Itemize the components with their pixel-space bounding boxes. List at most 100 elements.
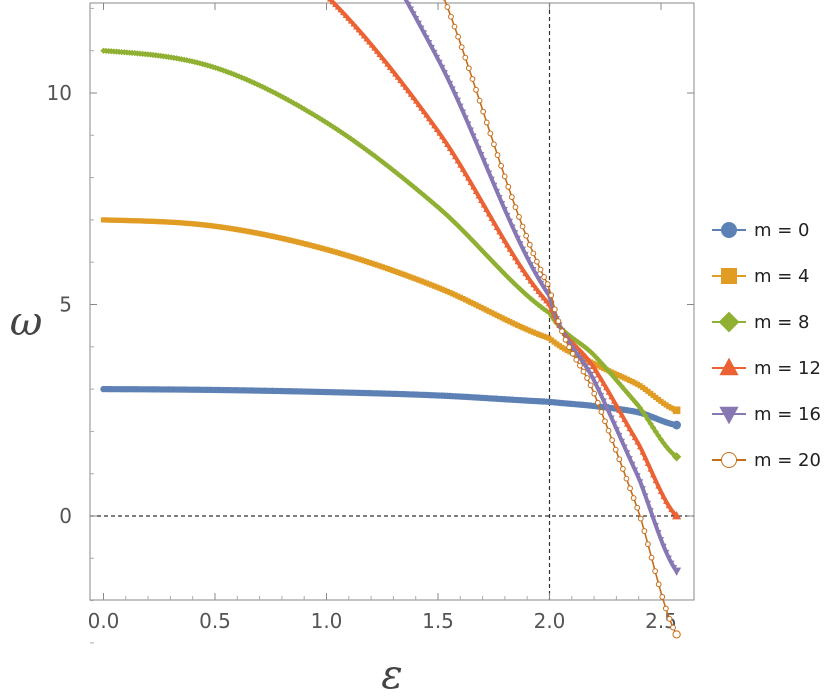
- data-point: [650, 471, 657, 478]
- data-point: [460, 295, 466, 302]
- x-tick-label: 1.5: [422, 609, 454, 633]
- data-point: [405, 87, 412, 94]
- series-end-point: [672, 406, 681, 415]
- data-point: [340, 251, 346, 257]
- data-point: [236, 227, 242, 233]
- data-point: [163, 219, 169, 225]
- data-point: [600, 362, 607, 369]
- legend-marker: [719, 406, 739, 425]
- data-point: [249, 229, 255, 235]
- data-point: [590, 363, 597, 369]
- data-point: [616, 456, 623, 463]
- data-point: [192, 221, 198, 227]
- data-point: [358, 29, 365, 36]
- data-point: [668, 560, 675, 567]
- data-point: [267, 233, 273, 239]
- data-point: [272, 234, 279, 240]
- data-point: [386, 164, 394, 171]
- data-point: [452, 292, 458, 298]
- data-point: [194, 221, 200, 227]
- data-point: [298, 104, 305, 111]
- data-point: [525, 274, 532, 280]
- data-point: [412, 97, 420, 104]
- data-point: [257, 231, 263, 237]
- data-point: [418, 278, 424, 284]
- data-point: [519, 246, 527, 253]
- series-layer: [100, 0, 682, 639]
- data-point: [412, 16, 420, 22]
- data-point: [455, 33, 462, 40]
- data-point: [530, 281, 537, 288]
- data-point: [278, 235, 284, 241]
- data-point: [642, 493, 649, 500]
- data-point: [470, 238, 477, 245]
- data-point: [251, 230, 258, 236]
- data-point: [538, 291, 545, 298]
- data-point: [434, 284, 440, 290]
- data-point: [413, 276, 419, 282]
- data-point: [506, 246, 514, 252]
- data-point: [624, 376, 630, 382]
- data-point: [420, 108, 428, 115]
- data-point: [449, 217, 456, 224]
- data-point: [522, 251, 529, 258]
- data-point: [593, 362, 599, 368]
- data-point: [481, 306, 487, 312]
- data-point: [559, 328, 565, 335]
- data-point: [655, 581, 662, 588]
- data-point: [230, 71, 237, 78]
- series-m12: [327, 0, 682, 520]
- data-point: [384, 266, 391, 272]
- data-point: [288, 237, 294, 244]
- data-point: [225, 69, 232, 76]
- data-point: [634, 401, 641, 408]
- reference-lines: [90, 3, 694, 600]
- data-point: [404, 0, 408, 3]
- data-point: [528, 328, 534, 334]
- legend-marker: [721, 452, 737, 468]
- data-point: [431, 122, 438, 129]
- data-point: [319, 245, 325, 251]
- data-point: [449, 149, 456, 156]
- data-point: [514, 258, 521, 265]
- data-point: [212, 223, 219, 229]
- data-point: [629, 379, 635, 385]
- series-end-point: [672, 567, 682, 576]
- data-point: [480, 108, 487, 115]
- data-point: [225, 225, 232, 231]
- data-point: [508, 194, 515, 200]
- data-point: [311, 112, 318, 119]
- data-point: [584, 375, 590, 381]
- series-end-point: [672, 420, 682, 430]
- data-point: [444, 141, 451, 147]
- data-point: [433, 126, 441, 132]
- data-point: [587, 359, 594, 366]
- data-point: [379, 264, 385, 270]
- data-point: [480, 201, 487, 208]
- legend-label: m = 8: [754, 312, 810, 333]
- data-point: [228, 225, 234, 232]
- data-point: [158, 219, 164, 225]
- data-point: [556, 343, 562, 349]
- data-point: [488, 215, 495, 222]
- data-point: [629, 461, 636, 468]
- data-point: [491, 141, 497, 148]
- data-point: [244, 228, 250, 234]
- data-point: [304, 241, 310, 247]
- data-point: [517, 323, 523, 330]
- data-point: [616, 407, 623, 413]
- data-point: [402, 177, 409, 184]
- data-point: [222, 68, 230, 75]
- legend-marker: [719, 357, 739, 376]
- data-point: [483, 164, 490, 171]
- data-point: [499, 315, 505, 321]
- data-point: [220, 67, 227, 74]
- x-tick-label: 1.0: [311, 609, 343, 633]
- data-point: [134, 218, 140, 224]
- data-point: [493, 224, 500, 230]
- data-point: [142, 218, 148, 224]
- data-point: [611, 370, 617, 376]
- data-point: [431, 49, 438, 56]
- data-point: [516, 214, 522, 220]
- data-point: [515, 322, 521, 328]
